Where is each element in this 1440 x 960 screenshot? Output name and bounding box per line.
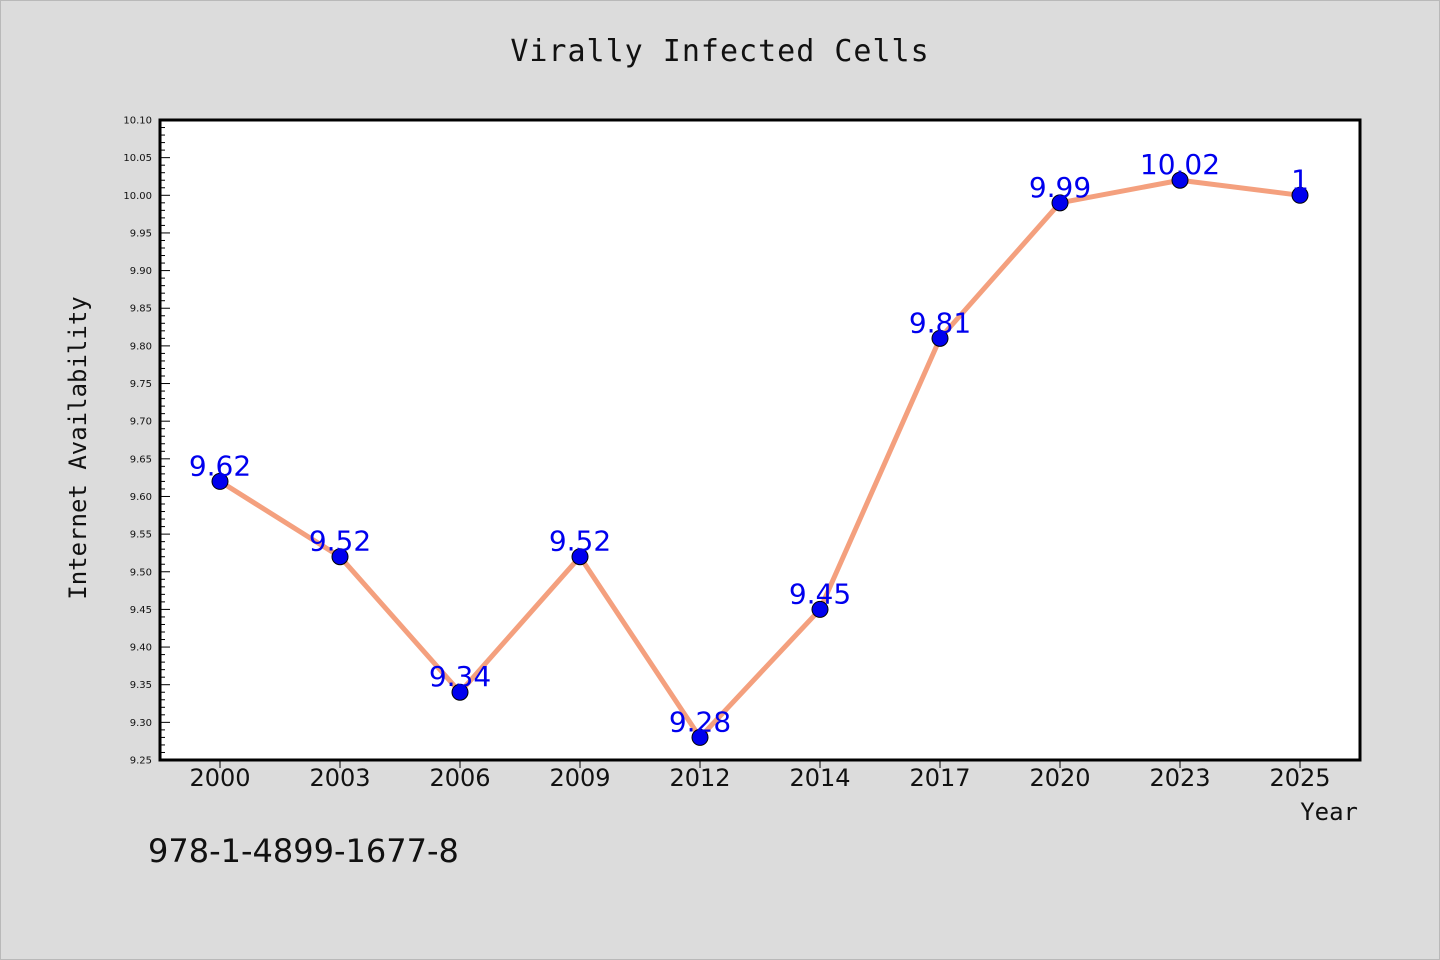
data-label: 9.62 <box>189 449 251 482</box>
y-axis-label: Internet Availability <box>64 296 92 599</box>
x-tick-label: 2025 <box>1269 764 1330 792</box>
data-point <box>331 548 349 566</box>
y-tick-label: 9.75 <box>130 379 152 390</box>
y-tick-label: 9.85 <box>130 304 152 315</box>
plot-area <box>158 118 1362 762</box>
x-tick-label: 2009 <box>549 764 610 792</box>
x-tick-label: 2020 <box>1029 764 1090 792</box>
x-axis-ticks: 2000 2003 2006 2009 2012 2014 2017 2020 2023 2025 <box>189 760 1331 792</box>
data-point <box>1171 171 1189 189</box>
data-point <box>1291 186 1309 204</box>
y-tick-label: 10.00 <box>123 191 152 202</box>
y-tick-label: 9.65 <box>130 454 152 465</box>
y-tick-label: 9.35 <box>130 680 152 691</box>
data-point <box>811 600 829 618</box>
data-label: 1 <box>1291 163 1309 196</box>
data-label: 9.52 <box>549 525 611 558</box>
data-label: 9.34 <box>429 660 491 693</box>
x-tick-label: 2000 <box>189 764 250 792</box>
isbn-text: 978-1-4899-1677-8 <box>148 832 459 870</box>
y-tick-label: 9.80 <box>130 341 152 352</box>
data-point <box>931 329 949 347</box>
y-tick-label: 9.95 <box>130 228 152 239</box>
data-point <box>451 683 469 701</box>
data-label: 9.81 <box>909 306 971 339</box>
x-tick-label: 2023 <box>1149 764 1210 792</box>
data-label: 9.45 <box>789 577 851 610</box>
y-tick-label: 9.25 <box>130 756 152 767</box>
data-label: 9.52 <box>309 525 371 558</box>
data-point <box>571 548 589 566</box>
data-label: 10.02 <box>1140 148 1220 181</box>
x-tick-label: 2014 <box>789 764 850 792</box>
x-tick-label: 2003 <box>309 764 370 792</box>
y-tick-label: 10.05 <box>123 153 152 164</box>
y-tick-label: 9.70 <box>130 417 152 428</box>
y-tick-label: 9.45 <box>130 605 152 616</box>
y-tick-label: 9.30 <box>130 718 152 729</box>
x-tick-label: 2006 <box>429 764 490 792</box>
y-axis-ticks: 9.25 9.30 9.35 9.40 9.45 9.50 9.55 9.60 9.65 9.70… <box>123 116 170 767</box>
data-point <box>211 472 229 490</box>
data-point <box>691 728 709 746</box>
x-tick-label: 2012 <box>669 764 730 792</box>
y-tick-label: 9.60 <box>130 492 152 503</box>
series-line <box>217 177 1303 740</box>
y-tick-label: 9.50 <box>130 567 152 578</box>
data-point <box>1051 194 1069 212</box>
y-tick-label: 10.10 <box>123 116 152 127</box>
x-tick-label: 2017 <box>909 764 970 792</box>
series-group: 9.62 9.52 9.34 9.52 9.28 9.45 9.81 9.99 10.02 1 <box>189 148 1309 746</box>
x-axis-label: Year <box>1300 798 1358 826</box>
data-label: 9.28 <box>669 705 731 738</box>
y-tick-label: 9.40 <box>130 643 152 654</box>
y-tick-label: 9.90 <box>130 266 152 277</box>
chart-title: Virally Infected Cells <box>510 34 930 69</box>
y-tick-label: 9.55 <box>130 530 152 541</box>
data-label: 9.99 <box>1029 171 1091 204</box>
